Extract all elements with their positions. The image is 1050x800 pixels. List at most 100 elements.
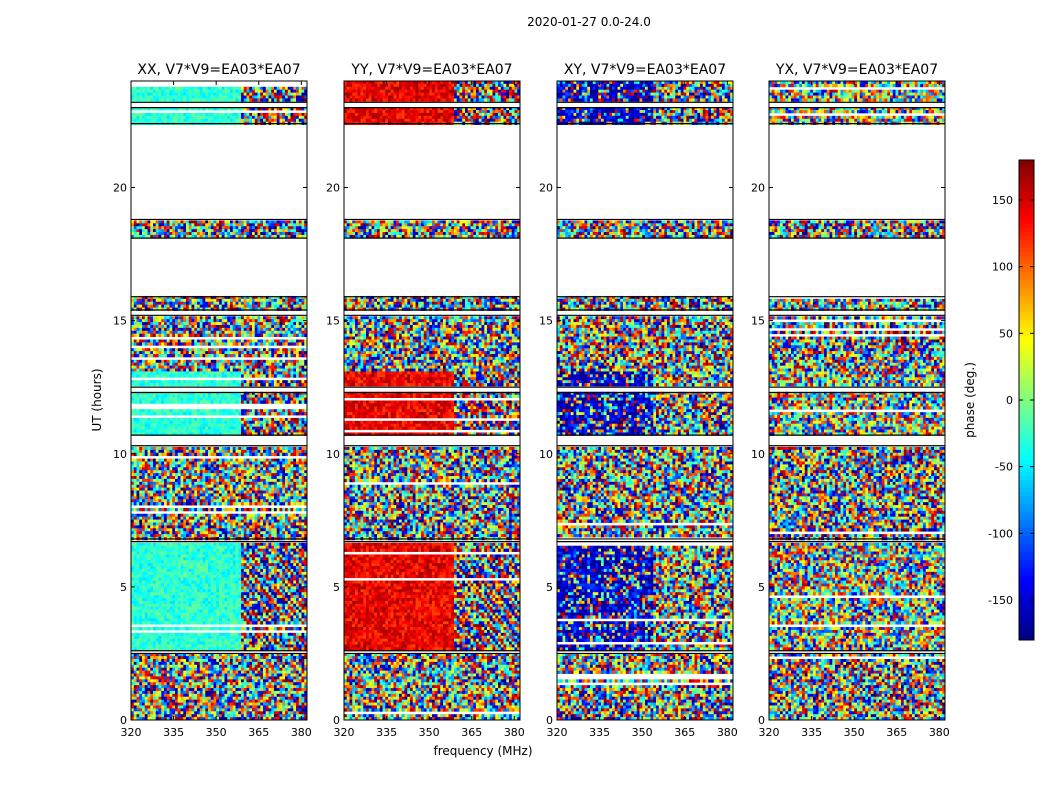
colorbar-step: [1019, 520, 1034, 525]
colorbar-step: [1019, 516, 1034, 521]
y-tick-label: 20: [113, 182, 127, 195]
colorbar-step: [1019, 476, 1034, 481]
colorbar-step: [1019, 552, 1034, 557]
colorbar-step: [1019, 316, 1034, 321]
colorbar-step: [1019, 236, 1034, 241]
colorbar-step: [1019, 420, 1034, 425]
colorbar-step: [1019, 188, 1034, 193]
y-tick-label: 15: [113, 315, 127, 328]
panel-yx-title: YX, V7*V9=EA03*EA07: [775, 62, 938, 78]
colorbar-tick-label: 100: [992, 261, 1013, 274]
x-tick-label: 335: [376, 726, 397, 739]
colorbar-step: [1019, 336, 1034, 341]
panel-yy-heatmap: [344, 81, 520, 720]
colorbar-step: [1019, 304, 1034, 309]
panel-yy-title: YY, V7*V9=EA03*EA07: [350, 62, 512, 78]
panel-xy-title: XY, V7*V9=EA03*EA07: [564, 62, 726, 78]
y-tick-label: 15: [751, 315, 765, 328]
colorbar-step: [1019, 224, 1034, 229]
colorbar-step: [1019, 252, 1034, 257]
x-tick-label: 335: [589, 726, 610, 739]
colorbar-step: [1019, 384, 1034, 389]
colorbar-step: [1019, 492, 1034, 497]
colorbar-step: [1019, 452, 1034, 457]
colorbar-step: [1019, 324, 1034, 329]
colorbar-step: [1019, 184, 1034, 189]
colorbar-step: [1019, 268, 1034, 273]
colorbar-step: [1019, 460, 1034, 465]
colorbar-step: [1019, 544, 1034, 549]
colorbar-step: [1019, 624, 1034, 629]
panel-xy: XY, V7*V9=EA03*EA07 320 335 350 365 380 0 5 10 15…: [539, 62, 738, 739]
colorbar-step: [1019, 576, 1034, 581]
colorbar-step: [1019, 532, 1034, 537]
colorbar-step: [1019, 264, 1034, 269]
colorbar-step: [1019, 484, 1034, 489]
colorbar-step: [1019, 620, 1034, 625]
colorbar-tick-label: -50: [995, 461, 1013, 474]
x-tick-label: 380: [291, 726, 312, 739]
colorbar-step: [1019, 488, 1034, 493]
colorbar-step: [1019, 348, 1034, 353]
panel-xy-heatmap: [557, 81, 733, 720]
colorbar-step: [1019, 504, 1034, 509]
colorbar-step: [1019, 192, 1034, 197]
x-tick-label: 320: [121, 726, 142, 739]
y-tick-label: 10: [326, 448, 340, 461]
colorbar-step: [1019, 464, 1034, 469]
colorbar-step: [1019, 248, 1034, 253]
colorbar-step: [1019, 172, 1034, 177]
colorbar-step: [1019, 196, 1034, 201]
figure-suptitle: 2020-01-27 0.0-24.0: [527, 15, 651, 29]
colorbar-step: [1019, 312, 1034, 317]
colorbar-step: [1019, 232, 1034, 237]
colorbar-step: [1019, 448, 1034, 453]
colorbar: 150 100 50 0 -50 -100 -150: [988, 159, 1035, 641]
x-tick-label: 365: [674, 726, 695, 739]
colorbar-step: [1019, 208, 1034, 213]
colorbar-step: [1019, 584, 1034, 589]
colorbar-step: [1019, 308, 1034, 313]
colorbar-step: [1019, 404, 1034, 409]
colorbar-step: [1019, 424, 1034, 429]
colorbar-tick-label: 0: [1006, 394, 1013, 407]
colorbar-step: [1019, 560, 1034, 565]
y-tick-label: 10: [751, 448, 765, 461]
y-tick-label: 0: [120, 714, 127, 727]
colorbar-step: [1019, 432, 1034, 437]
colorbar-step: [1019, 256, 1034, 261]
colorbar-step: [1019, 244, 1034, 249]
panel-yx-heatmap: [769, 81, 945, 720]
y-tick-label: 10: [113, 448, 127, 461]
colorbar-step: [1019, 388, 1034, 393]
colorbar-step: [1019, 580, 1034, 585]
colorbar-step: [1019, 220, 1034, 225]
colorbar-step: [1019, 160, 1034, 165]
colorbar-step: [1019, 456, 1034, 461]
y-tick-label: 5: [546, 581, 553, 594]
colorbar-step: [1019, 472, 1034, 477]
colorbar-step: [1019, 176, 1034, 181]
y-tick-label: 15: [326, 315, 340, 328]
x-tick-label: 350: [632, 726, 653, 739]
colorbar-step: [1019, 436, 1034, 441]
colorbar-step: [1019, 340, 1034, 345]
x-tick-label: 365: [248, 726, 269, 739]
colorbar-step: [1019, 300, 1034, 305]
colorbar-step: [1019, 496, 1034, 501]
colorbar-step: [1019, 632, 1034, 637]
colorbar-step: [1019, 168, 1034, 173]
x-tick-label: 365: [461, 726, 482, 739]
panel-xx-title: XX, V7*V9=EA03*EA07: [137, 62, 300, 78]
panel-xx: XX, V7*V9=EA03*EA07 320 335 350 365 380 0 5 10 15…: [113, 62, 312, 739]
colorbar-step: [1019, 260, 1034, 265]
x-tick-label: 380: [929, 726, 950, 739]
colorbar-step: [1019, 608, 1034, 613]
colorbar-step: [1019, 556, 1034, 561]
colorbar-step: [1019, 180, 1034, 185]
y-tick-label: 15: [539, 315, 553, 328]
colorbar-step: [1019, 280, 1034, 285]
colorbar-tick-label: 150: [992, 194, 1013, 207]
colorbar-step: [1019, 368, 1034, 373]
